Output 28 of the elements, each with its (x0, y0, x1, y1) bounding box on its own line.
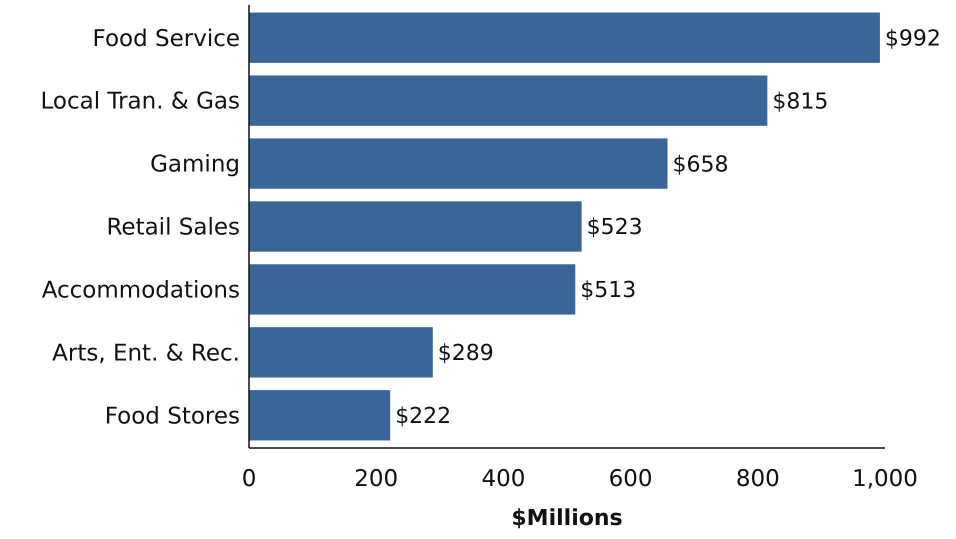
data-label: $289 (438, 341, 494, 366)
y-tick-label: Retail Sales (106, 214, 240, 241)
data-label: $513 (580, 278, 636, 304)
x-tick-label: 400 (481, 466, 526, 492)
y-tick-label: Local Tran. & Gas (40, 88, 240, 115)
y-tick-label: Arts, Ent. & Rec. (52, 340, 240, 366)
bar (249, 12, 880, 63)
data-label: $815 (772, 89, 828, 114)
x-tick-label: 800 (736, 466, 780, 492)
y-tick-label: Food Service (92, 26, 240, 52)
data-label: $523 (586, 215, 643, 240)
data-label: $658 (672, 152, 728, 178)
y-tick-label: Accommodations (42, 277, 240, 304)
x-tick-label: 0 (242, 466, 256, 492)
x-tick-label: 600 (608, 466, 653, 492)
x-tick-label: 1,000 (852, 466, 918, 492)
x-axis-title: $Millions (511, 506, 623, 531)
x-tick-label: 200 (354, 466, 398, 492)
bar (249, 201, 582, 252)
bar (249, 264, 576, 315)
bar (249, 327, 433, 378)
bar (249, 138, 668, 189)
data-label: $222 (395, 404, 452, 429)
y-tick-label: Gaming (150, 152, 240, 178)
data-label: $992 (884, 26, 941, 52)
bar (249, 390, 390, 440)
bar (249, 75, 768, 126)
y-tick-label: Food Stores (104, 403, 240, 430)
